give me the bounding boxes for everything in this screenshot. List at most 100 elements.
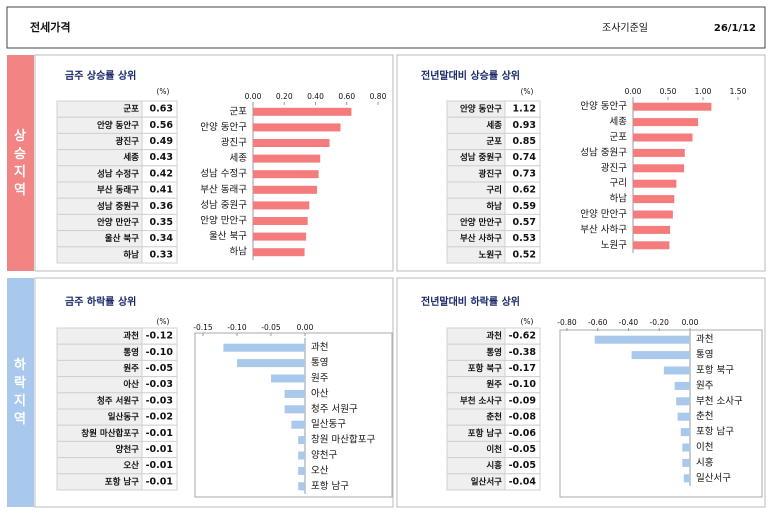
x-tick-label: 0.00 <box>682 318 699 327</box>
table-value: 0.53 <box>513 233 536 244</box>
bar-label: 포항 북구 <box>696 365 734 376</box>
table-name: 군포 <box>486 137 502 147</box>
bar <box>663 366 690 375</box>
table-name: 부천 소사구 <box>460 395 502 406</box>
date-label: 조사기준일 <box>602 22 648 34</box>
table-name: 창원 마산합포구 <box>81 428 139 439</box>
bar <box>631 351 690 360</box>
table-value: -0.05 <box>509 460 536 471</box>
bar-label: 세종 <box>230 153 248 164</box>
x-tick-label: 1.50 <box>730 87 747 96</box>
unit-label: (%) <box>157 317 170 326</box>
x-tick-label: -0.60 <box>588 318 608 327</box>
table-value: 0.62 <box>513 185 536 196</box>
rise-band <box>7 55 34 271</box>
panel-title: 금주 하락률 상위 <box>65 295 136 308</box>
bar <box>633 210 673 219</box>
bar-label: 군포 <box>610 132 628 143</box>
table-name: 일산서구 <box>471 476 502 487</box>
bar <box>298 482 305 491</box>
bar <box>682 443 690 452</box>
bar <box>633 164 685 173</box>
bar <box>253 201 310 210</box>
bar <box>253 139 330 147</box>
table-name: 과천 <box>486 331 502 342</box>
x-tick-label: -0.15 <box>193 323 213 332</box>
table-name: 포항 남구 <box>468 428 502 439</box>
x-tick-label: 0.00 <box>297 323 314 332</box>
bar <box>594 335 690 344</box>
table-value: 0.33 <box>150 249 173 260</box>
panel-box <box>34 54 394 272</box>
panel-box <box>396 54 766 272</box>
table-name: 원주 <box>486 379 502 390</box>
table-value-cell <box>141 473 178 491</box>
table-value-cell <box>141 246 178 264</box>
bar <box>253 248 305 257</box>
table-value: 0.41 <box>150 185 173 196</box>
bar-label: 과천 <box>311 342 328 353</box>
table-value: -0.38 <box>509 347 537 358</box>
table-value: -0.06 <box>509 428 537 439</box>
table-name: 춘천 <box>486 412 502 423</box>
table-value: -0.10 <box>509 379 537 390</box>
bar <box>633 102 712 111</box>
table-value: -0.01 <box>146 460 173 471</box>
table-value: 0.73 <box>513 168 536 179</box>
bar-label: 원주 <box>696 380 714 391</box>
bar-label: 아산 <box>311 388 329 399</box>
bar <box>223 343 305 352</box>
table-value: 1.12 <box>513 104 536 115</box>
table-value: -0.62 <box>509 331 536 342</box>
bar-label: 원주 <box>311 373 329 384</box>
table-name: 안양 만안구 <box>460 217 502 228</box>
chart-box <box>194 332 393 498</box>
x-tick-label: 1.00 <box>695 87 712 96</box>
x-tick-label: 0.00 <box>245 92 262 101</box>
bar <box>683 474 690 483</box>
bar <box>298 436 305 445</box>
bar-label: 통영 <box>696 350 713 361</box>
bar-label: 세종 <box>610 117 628 128</box>
bar-label: 청주 서원구 <box>311 404 358 415</box>
bar <box>680 428 690 437</box>
x-tick-label: 0.50 <box>660 87 677 96</box>
x-tick-label: -0.10 <box>227 323 247 332</box>
bar <box>633 179 677 188</box>
bar <box>633 148 685 157</box>
table-value: -0.05 <box>509 444 536 455</box>
bar-label: 울산 북구 <box>209 231 247 242</box>
bar <box>284 389 305 398</box>
table-name: 구리 <box>486 185 502 196</box>
bar <box>633 195 675 204</box>
bar-label: 하남 <box>610 193 628 205</box>
x-tick-label: 0.40 <box>307 92 324 101</box>
table-value: 0.34 <box>150 233 174 244</box>
table-value: 0.49 <box>150 136 173 147</box>
table-name: 포항 남구 <box>105 476 139 487</box>
table-name: 오산 <box>123 460 139 471</box>
bar-label: 노원구 <box>601 240 627 251</box>
bar <box>682 458 690 467</box>
table-name: 성남 중원구 <box>97 201 139 212</box>
bar-label: 포항 남구 <box>311 481 349 492</box>
table-value: -0.01 <box>146 476 173 487</box>
table-name: 안양 동안구 <box>97 120 139 131</box>
date: 26/1/12 <box>714 23 756 34</box>
panel-title: 전년말대비 하락률 상위 <box>421 295 520 308</box>
table-value: -0.02 <box>146 412 173 423</box>
bar-label: 안양 동안구 <box>200 122 247 133</box>
table-name: 청주 서원구 <box>97 395 139 406</box>
bar-label: 시흥 <box>696 456 714 468</box>
table-value-cell <box>504 473 541 491</box>
unit-label: (%) <box>157 87 170 96</box>
bar-label: 안양 만안구 <box>200 216 247 227</box>
x-tick-label: 0.00 <box>625 87 642 96</box>
bar-label: 창원 마산합포구 <box>311 435 375 446</box>
table-name: 세종 <box>123 152 139 163</box>
bar <box>298 466 305 475</box>
table-name: 광진구 <box>116 136 140 147</box>
table-name: 아산 <box>123 379 139 390</box>
bar <box>676 397 690 406</box>
bar <box>253 107 352 116</box>
